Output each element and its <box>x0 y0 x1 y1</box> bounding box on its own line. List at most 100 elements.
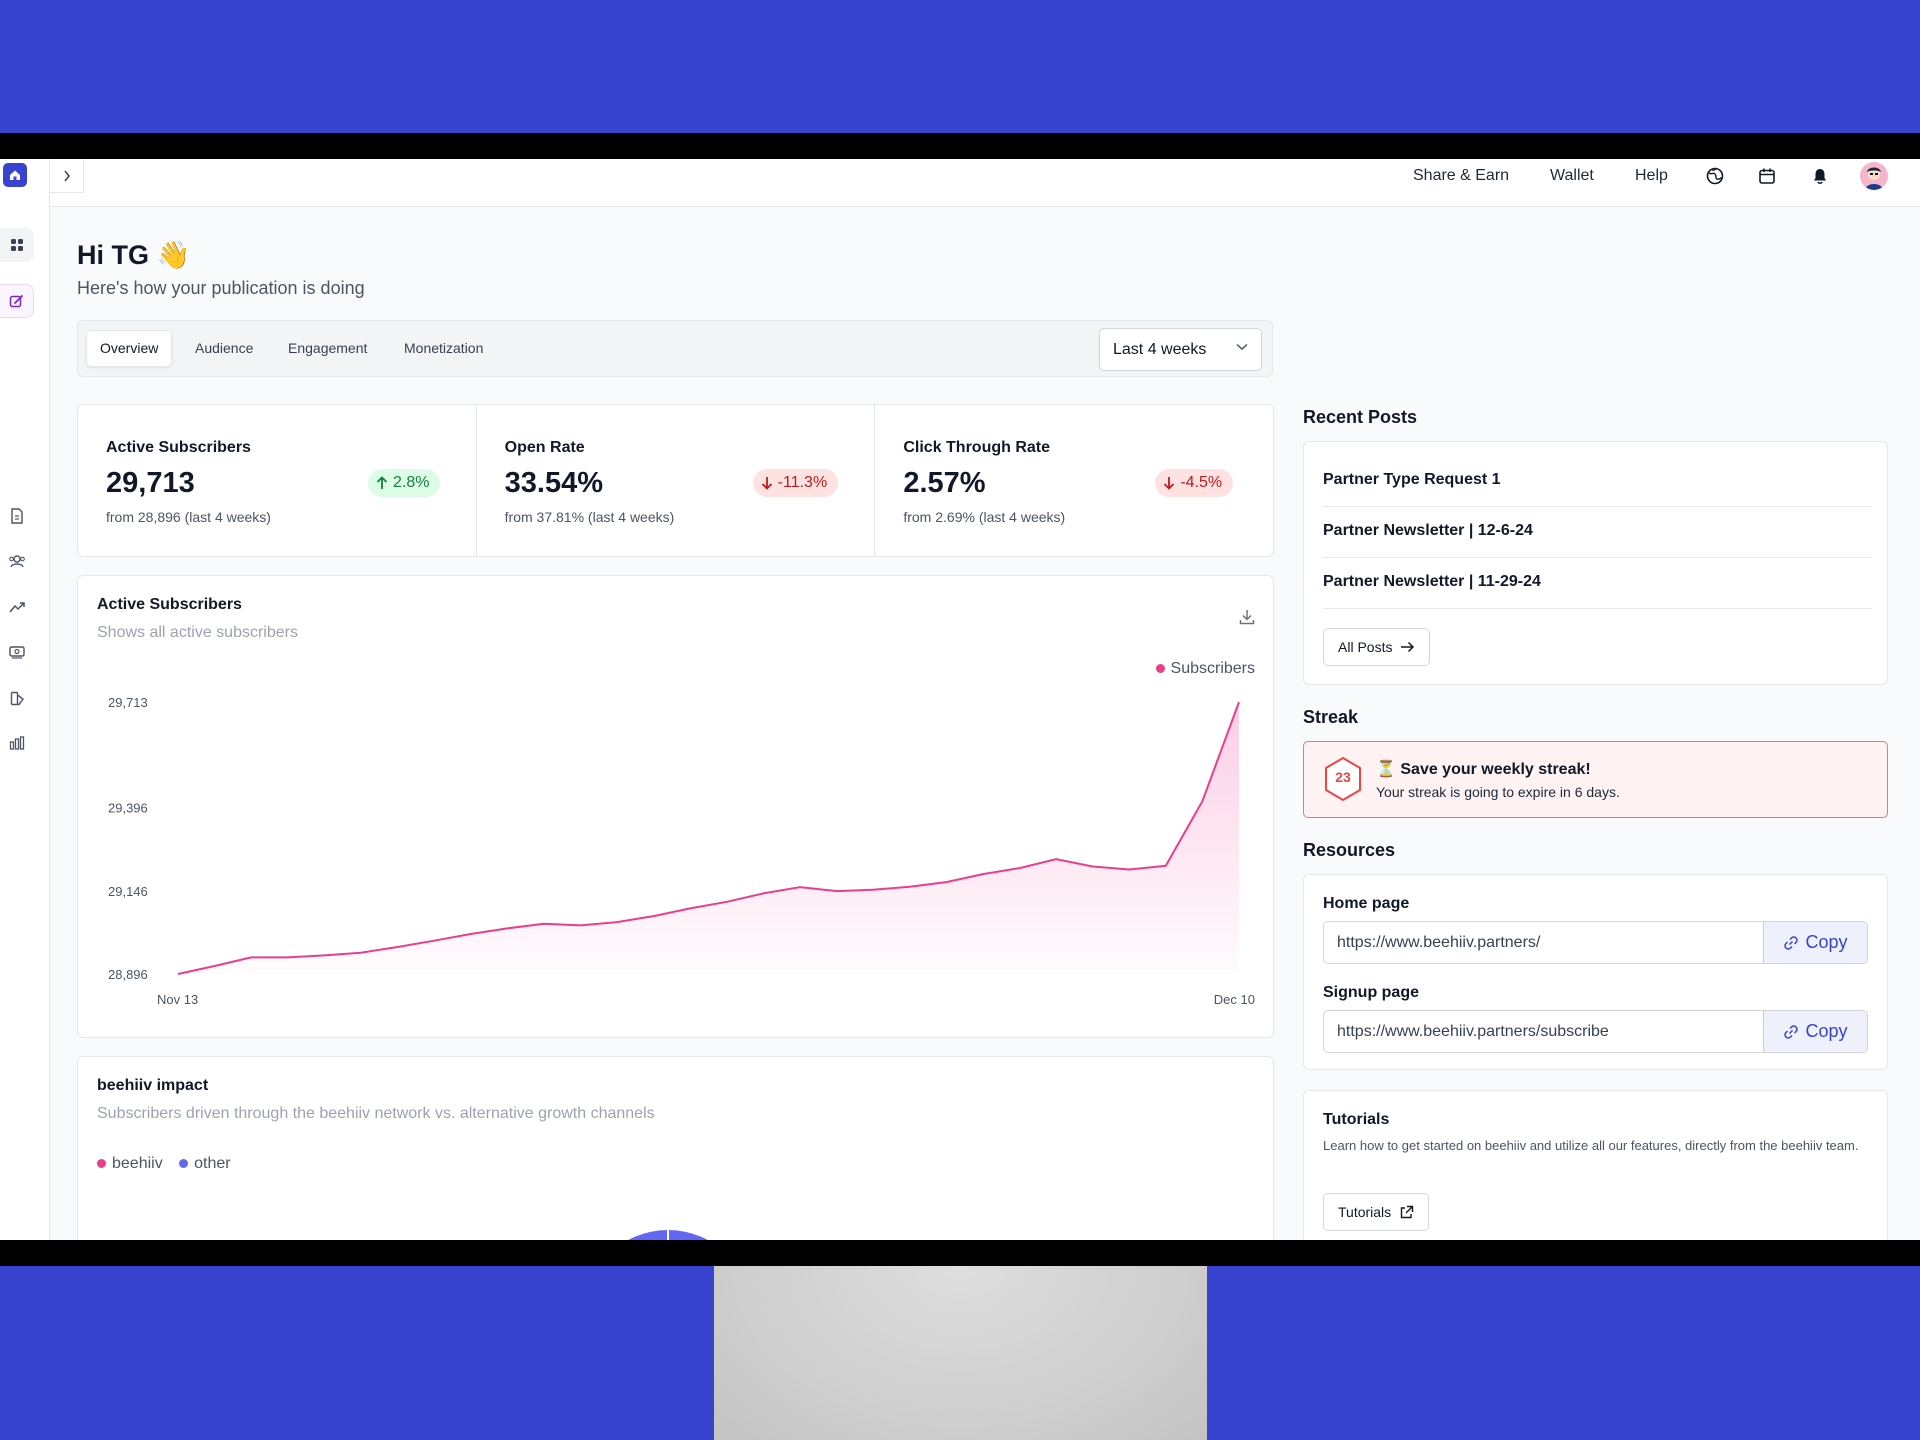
series-line-subscribers <box>177 701 1240 975</box>
home-logo-icon[interactable] <box>3 163 27 187</box>
user-avatar[interactable] <box>1860 162 1888 190</box>
date-range-value: Last 4 weeks <box>1113 341 1207 358</box>
copy-home-url-button[interactable]: Copy <box>1763 922 1867 963</box>
y-tick-label: 29,146 <box>108 884 148 899</box>
subscribers-chart-card: Active Subscribers Shows all active subs… <box>77 575 1274 1038</box>
home-page-url[interactable]: https://www.beehiiv.partners/ <box>1337 934 1541 951</box>
y-tick-label: 29,396 <box>108 801 148 816</box>
beehiiv-impact-card: beehiiv impact Subscribers driven throug… <box>77 1056 1274 1240</box>
stat-comparison: from 2.69% (last 4 weeks) <box>903 509 1066 525</box>
recent-posts-card: Partner Type Request 1 Partner Newslette… <box>1303 441 1888 685</box>
stat-comparison: from 37.81% (last 4 weeks) <box>504 509 675 525</box>
legend-dot <box>179 1159 189 1169</box>
stat-value: 2.57% <box>903 467 986 499</box>
change-value: -11.3% <box>777 474 828 491</box>
streak-title: ⏳ Save your weekly streak! <box>1376 761 1591 778</box>
top-bar: Share & Earn Wallet Help <box>50 159 1920 207</box>
copy-label: Copy <box>1805 932 1848 952</box>
share-earn-link[interactable]: Share & Earn <box>1413 167 1510 184</box>
streak-banner: 23 ⏳ Save your weekly streak! Your strea… <box>1303 741 1888 818</box>
help-link[interactable]: Help <box>1635 167 1668 184</box>
stats-row: Active Subscribers 29,713 2.8% from 28,8… <box>77 404 1274 557</box>
posts-document-icon[interactable] <box>0 499 34 533</box>
home-page-label: Home page <box>1323 895 1410 912</box>
recent-posts-title: Recent Posts <box>1303 407 1418 427</box>
tab-engagement[interactable]: Engagement <box>288 340 368 356</box>
link-icon <box>1784 935 1799 950</box>
bell-icon[interactable] <box>1807 163 1833 189</box>
stat-value: 33.54% <box>504 467 604 499</box>
legend-label-beehiiv: beehiiv <box>112 1155 163 1172</box>
monitor-bezel-top <box>0 133 1920 159</box>
arrow-up-icon <box>376 476 388 489</box>
date-range-select[interactable]: Last 4 weeks <box>1099 328 1262 371</box>
impact-title: beehiiv impact <box>97 1077 209 1094</box>
calendar-icon[interactable] <box>1754 163 1780 189</box>
resources-card: Home page https://www.beehiiv.partners/ … <box>1303 874 1888 1070</box>
recent-post-item[interactable]: Partner Type Request 1 <box>1323 471 1871 507</box>
chart-subtitle: Shows all active subscribers <box>97 624 298 641</box>
monetize-icon[interactable] <box>0 635 34 669</box>
tab-audience[interactable]: Audience <box>195 340 254 356</box>
stat-label: Active Subscribers <box>106 439 251 456</box>
legend-dot <box>97 1159 106 1169</box>
legend-label-other: other <box>194 1155 231 1172</box>
arrow-down-icon <box>761 477 772 490</box>
wallet-link[interactable]: Wallet <box>1550 167 1594 184</box>
dashboard-icon[interactable] <box>0 228 34 262</box>
link-icon <box>1784 1024 1799 1039</box>
signup-page-url-field: https://www.beehiiv.partners/subscribe C… <box>1323 1010 1868 1053</box>
arrow-down-icon <box>1164 477 1175 490</box>
resources-title: Resources <box>1303 840 1396 860</box>
chevron-right-icon <box>63 170 70 181</box>
all-posts-label: All Posts <box>1338 639 1393 655</box>
expand-sidebar-button[interactable] <box>50 159 84 193</box>
chart-legend: Subscribers <box>1155 660 1255 678</box>
arrow-right-icon <box>1401 641 1415 653</box>
stat-click-through-rate: Click Through Rate 2.57% -4.5% from 2.69… <box>875 405 1273 556</box>
copy-signup-url-button[interactable]: Copy <box>1763 1011 1867 1052</box>
streak-section-title: Streak <box>1303 707 1359 727</box>
streak-text: Your streak is going to expire in 6 days… <box>1376 784 1620 800</box>
tutorials-card: Tutorials Learn how to get started on be… <box>1303 1090 1888 1240</box>
signup-page-label: Signup page <box>1323 984 1419 1001</box>
tutorials-description: Learn how to get started on beehiiv and … <box>1323 1138 1859 1153</box>
streak-hexagon-icon <box>1325 756 1361 802</box>
stat-open-rate: Open Rate 33.54% -11.3% from 37.81% (las… <box>477 405 876 556</box>
impact-legend: beehiiv other <box>97 1155 231 1173</box>
legend-label-subscribers: Subscribers <box>1170 660 1255 677</box>
recent-post-item[interactable]: Partner Newsletter | 11-29-24 <box>1323 573 1871 609</box>
change-value: 2.8% <box>393 474 430 491</box>
all-posts-button[interactable]: All Posts <box>1323 628 1431 666</box>
growth-trend-icon[interactable] <box>0 590 34 624</box>
page-title: Hi TG 👋 <box>77 240 191 270</box>
external-link-icon <box>1400 1205 1414 1218</box>
y-tick-label: 28,896 <box>108 967 148 982</box>
tab-bar: Overview Audience Engagement Monetizatio… <box>77 320 1273 377</box>
impact-subtitle: Subscribers driven through the beehiiv n… <box>97 1105 655 1122</box>
audience-icon[interactable] <box>0 544 34 578</box>
signup-page-url[interactable]: https://www.beehiiv.partners/subscribe <box>1337 1023 1609 1040</box>
chevron-down-icon <box>1236 343 1248 351</box>
download-icon[interactable] <box>1238 608 1256 626</box>
tab-overview[interactable]: Overview <box>86 330 173 367</box>
design-icon[interactable] <box>0 681 34 715</box>
stat-active-subscribers: Active Subscribers 29,713 2.8% from 28,8… <box>78 405 477 556</box>
change-value: -4.5% <box>1180 474 1223 491</box>
page-subtitle: Here's how your publication is doing <box>77 278 365 298</box>
tutorials-button[interactable]: Tutorials <box>1323 1193 1430 1231</box>
compose-post-icon[interactable] <box>0 284 34 318</box>
stat-label: Open Rate <box>504 439 585 456</box>
monitor-stand <box>714 1266 1207 1440</box>
app-screen: Share & Earn Wallet Help Hi TG 👋 Here's … <box>0 159 1920 1240</box>
monitor-bezel-bottom <box>0 1240 1920 1266</box>
stat-label: Click Through Rate <box>903 439 1051 456</box>
legend-dot <box>1155 664 1165 674</box>
analytics-bar-icon[interactable] <box>0 726 34 760</box>
recent-post-item[interactable]: Partner Newsletter | 12-6-24 <box>1323 522 1871 558</box>
subscribers-area-chart: 29,713 29,396 29,146 28,896 Nov 13 Dec 10 <box>108 695 1255 1007</box>
tab-monetization[interactable]: Monetization <box>404 340 484 356</box>
tutorials-title: Tutorials <box>1323 1111 1390 1128</box>
globe-icon[interactable] <box>1702 163 1728 189</box>
sidebar <box>0 159 50 1240</box>
